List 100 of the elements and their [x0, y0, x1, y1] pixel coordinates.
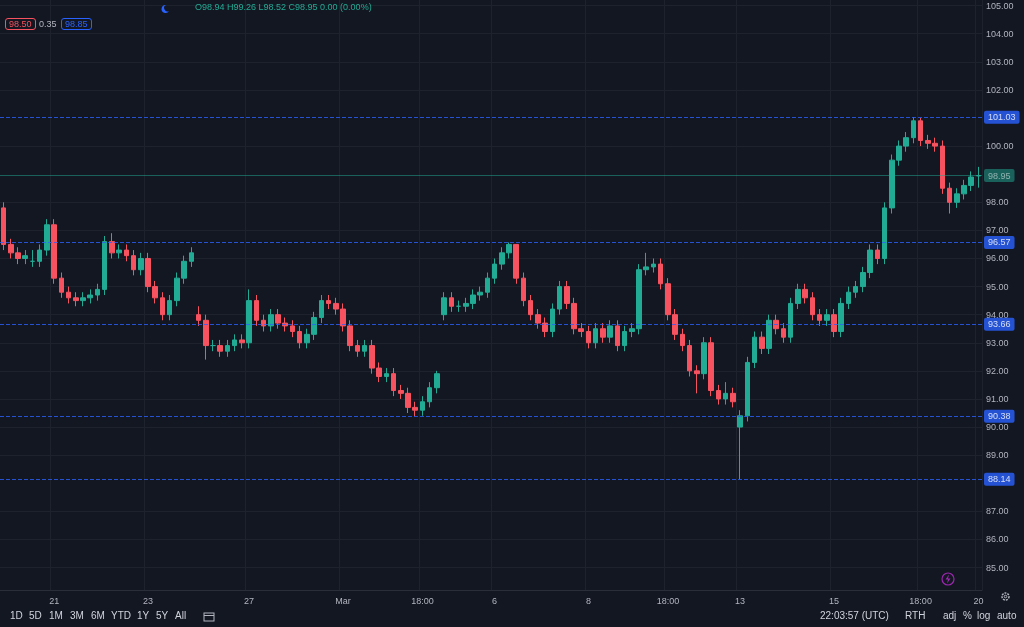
annotation: 0.35 — [39, 19, 57, 29]
y-tick-label: 87.00 — [986, 506, 1009, 517]
candlestick — [160, 291, 165, 321]
candlestick — [723, 381, 728, 406]
candlestick — [708, 336, 714, 397]
candlestick — [420, 395, 425, 417]
candlestick — [766, 314, 772, 355]
ref-line-label: 101.03 — [988, 112, 1016, 123]
text: 1M — [49, 610, 63, 621]
candlestick — [701, 336, 707, 380]
candlestick — [593, 322, 598, 349]
candlestick — [73, 291, 79, 307]
y-tick-label: 89.00 — [986, 450, 1009, 461]
candlestick — [940, 139, 945, 195]
x-tick-label: 18:00 — [656, 595, 680, 606]
candlestick — [557, 280, 562, 316]
candlestick — [30, 249, 35, 268]
candlestick — [95, 283, 100, 302]
candlestick — [297, 325, 302, 349]
candlestick — [210, 339, 216, 352]
candlestick — [730, 387, 736, 408]
candlestick — [1, 201, 6, 251]
candlestick — [427, 381, 432, 408]
y-tick-label: 96.00 — [986, 253, 1009, 264]
candlestick — [513, 243, 519, 285]
y-tick-label: 100.00 — [986, 141, 1014, 152]
x-tick-label: 27 — [244, 595, 255, 606]
candlestick — [658, 257, 663, 290]
y-tick-label: 98.00 — [986, 197, 1009, 208]
annotation: 98.85 — [61, 18, 92, 30]
text: 5Y — [156, 610, 169, 621]
candlestick — [102, 235, 107, 296]
candlestick — [853, 280, 858, 299]
candlestick — [116, 243, 122, 259]
text: 22:03:57 (UTC) — [820, 610, 889, 621]
candlestick — [384, 367, 389, 383]
candlestick — [456, 300, 461, 313]
candlestick — [22, 249, 28, 265]
ref-line-label: 88.14 — [988, 474, 1011, 485]
ref-line-label: 98.95 — [988, 170, 1011, 181]
candlestick — [66, 286, 71, 304]
candlestick — [44, 218, 50, 257]
candlestick — [680, 328, 685, 352]
candlestick — [391, 367, 396, 397]
candlestick — [773, 314, 779, 335]
candlestick — [824, 308, 830, 327]
candlestick — [217, 339, 223, 358]
candlestick — [528, 294, 533, 321]
candlestick — [521, 272, 526, 307]
candlestick — [586, 325, 591, 349]
text: adj — [943, 610, 957, 621]
candlestick — [615, 319, 620, 352]
candlestick — [817, 308, 822, 327]
ref-line-label: 93.66 — [988, 319, 1011, 330]
ref-line-label: 96.57 — [988, 237, 1011, 248]
candlestick — [947, 182, 952, 215]
candlestick — [239, 333, 245, 349]
y-tick-label: 95.00 — [986, 281, 1009, 292]
x-tick-label: 13 — [735, 595, 746, 606]
candlestick — [882, 201, 887, 265]
candlestick — [687, 339, 692, 377]
y-tick-label: 94.00 — [986, 309, 1009, 320]
x-tick-label: 18:00 — [411, 595, 434, 606]
candlestick — [261, 314, 266, 333]
candlestick — [716, 384, 721, 406]
x-tick-label: 21 — [49, 595, 60, 606]
candlestick — [189, 246, 194, 268]
candlestick — [485, 272, 490, 299]
candlestick — [131, 249, 136, 276]
candlestick — [838, 297, 844, 338]
candlestick — [138, 252, 144, 276]
x-tick-label: 23 — [143, 595, 154, 606]
candlestick — [875, 243, 880, 265]
text: 5D — [29, 610, 42, 621]
y-tick-label: 93.00 — [986, 337, 1009, 348]
candlestick — [362, 339, 367, 358]
candlestick — [607, 319, 613, 344]
x-tick-label: 18:00 — [909, 595, 932, 606]
annotation: O98.94 H99.26 L98.52 C98.95 0.00 (0.00%) — [195, 2, 372, 12]
text: 3M — [70, 610, 84, 621]
candlestick — [651, 257, 656, 274]
text: 1D — [10, 610, 23, 621]
y-tick-label: 97.00 — [986, 225, 1009, 236]
candlestick — [441, 291, 447, 321]
candlestick — [600, 322, 606, 344]
candlestick — [911, 116, 916, 144]
candlestick — [918, 117, 923, 147]
text: auto — [997, 610, 1017, 621]
candlestick — [109, 232, 115, 259]
candlestick — [810, 291, 815, 321]
ref-line-label: 90.38 — [988, 411, 1011, 422]
candlestick — [326, 294, 331, 310]
x-tick-label: 8 — [585, 595, 591, 606]
candlestick — [246, 288, 252, 349]
y-tick-label: 92.00 — [986, 365, 1009, 376]
candlestick — [51, 218, 57, 285]
candlestick — [831, 308, 837, 338]
candlestick — [795, 283, 801, 310]
text: 6M — [91, 610, 105, 621]
y-tick-label: 105.00 — [986, 0, 1014, 11]
